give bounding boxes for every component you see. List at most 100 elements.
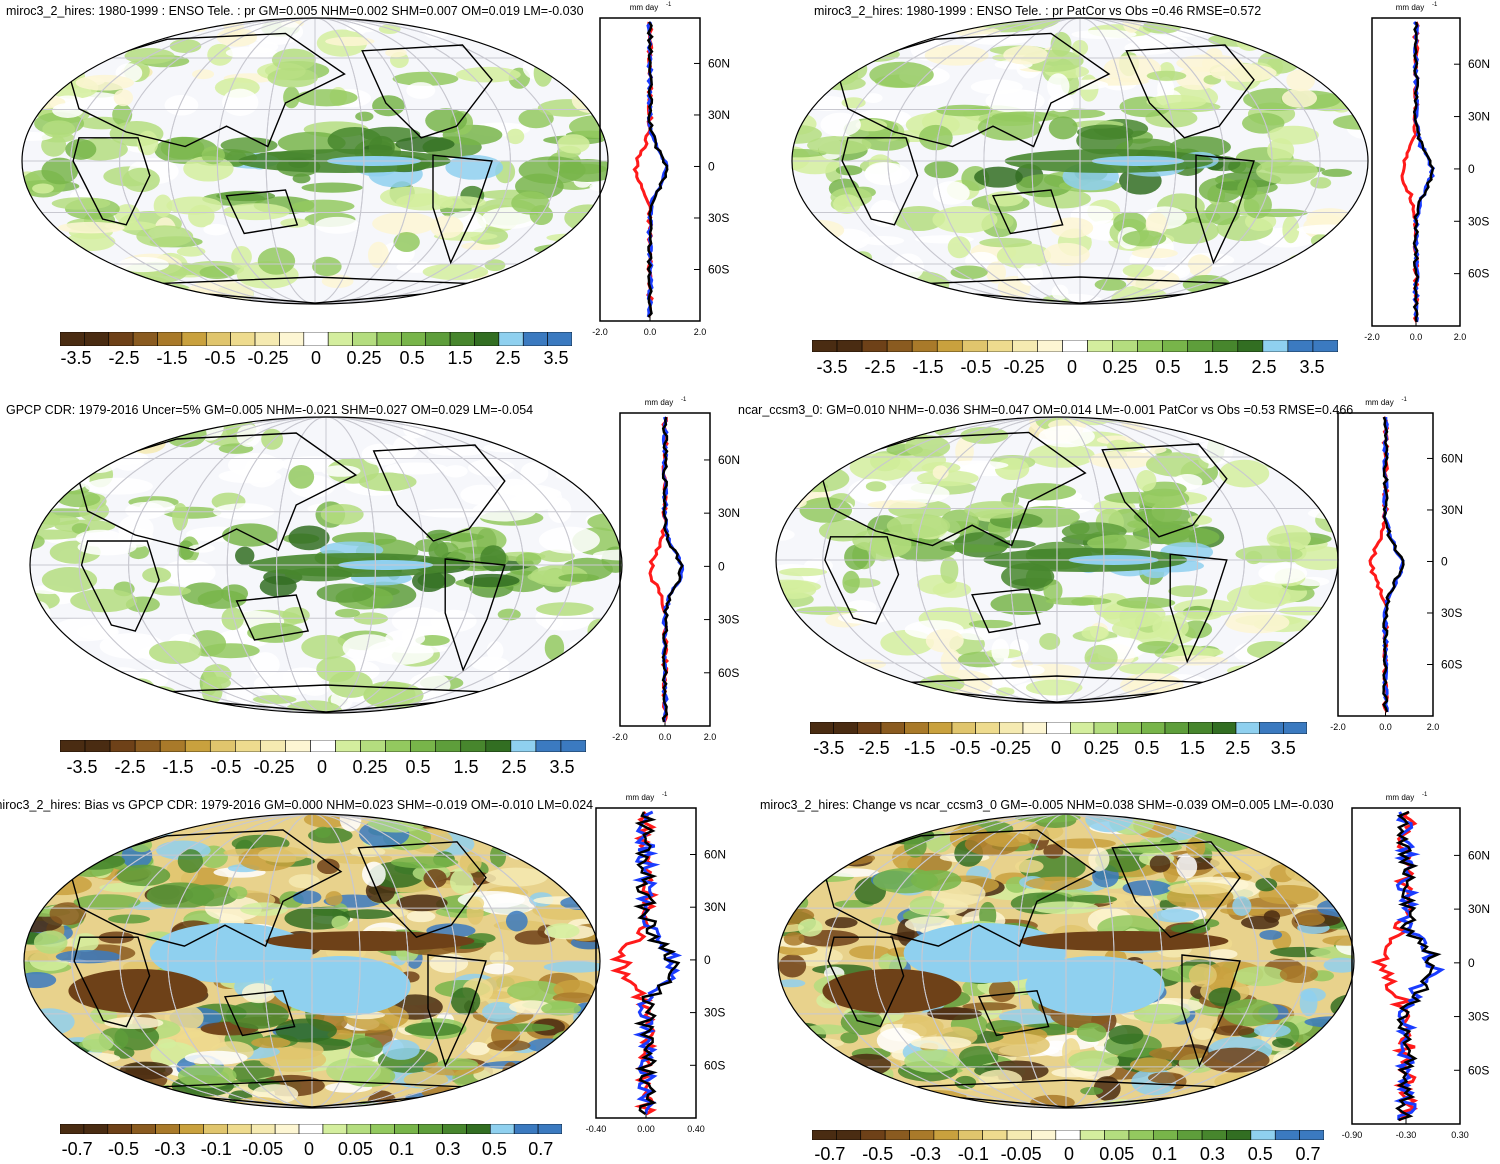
field-blob <box>1272 1038 1294 1048</box>
colorbar-box <box>361 740 386 752</box>
colorbar-tick-label: 0.25 <box>346 757 394 777</box>
field-blob <box>1108 1025 1143 1044</box>
field-blob <box>1256 158 1318 184</box>
field-blob <box>20 54 36 65</box>
colorbar-tick-label: 2.5 <box>1215 738 1260 758</box>
colorbar-box <box>1012 340 1037 352</box>
field-blob <box>28 812 51 837</box>
colorbar-box <box>881 722 905 734</box>
colorbar-tick-label: -2.5 <box>106 757 154 777</box>
field-blob <box>1176 855 1197 879</box>
field-blob <box>1274 276 1323 290</box>
field-blob <box>814 42 839 58</box>
colorbar-tick-label: -0.5 <box>196 348 244 368</box>
field-blob <box>127 678 155 700</box>
field-blob <box>529 686 573 704</box>
colorbar-tick-label: 0.7 <box>518 1139 564 1159</box>
lat-tick-label: 60S <box>708 262 729 276</box>
field-blob <box>22 812 62 831</box>
field-blob <box>852 812 898 822</box>
field-blob <box>1296 864 1338 875</box>
field-blob <box>331 916 348 930</box>
colorbar-tick-label: -1.5 <box>897 738 942 758</box>
x-tick-label: 2.0 <box>704 732 717 742</box>
field-blob <box>785 1038 844 1049</box>
field-blob <box>20 19 60 42</box>
field-blob <box>362 444 402 466</box>
field-blob <box>534 59 553 86</box>
lat-tick-label: 60S <box>1468 1063 1489 1077</box>
field-blob <box>798 919 822 937</box>
field-blob <box>1237 415 1289 425</box>
colorbar-box <box>514 1124 538 1134</box>
colorbar-tick-label: 0.25 <box>1079 738 1124 758</box>
field-blob <box>92 278 130 292</box>
field-blob <box>1252 1074 1285 1089</box>
field-blob <box>1241 686 1262 705</box>
field-blob <box>1021 665 1045 675</box>
field-blob <box>862 236 904 245</box>
field-blob <box>1146 417 1177 426</box>
field-blob <box>28 439 64 461</box>
field-blob <box>202 146 225 164</box>
field-blob <box>485 259 506 271</box>
lat-tick-label: 30N <box>704 900 726 914</box>
field-blob <box>546 234 587 242</box>
x-tick-label: -0.30 <box>1396 1130 1417 1140</box>
colorbar-box <box>1260 722 1284 734</box>
colorbar-tick-label: -3.5 <box>52 348 100 368</box>
field-blob <box>800 450 821 467</box>
field-blob <box>523 1059 577 1070</box>
field-blob <box>776 1095 814 1107</box>
field-blob <box>480 545 506 571</box>
field-blob <box>115 29 171 38</box>
colorbar-tick-label: 3.5 <box>538 757 586 777</box>
field-blob <box>1273 836 1333 863</box>
panel-model-enso: miroc3_2_hires: 1980-1999 : ENSO Tele. :… <box>0 0 750 380</box>
colorbar-box <box>928 722 952 734</box>
field-blob <box>1137 641 1178 654</box>
colorbar-box <box>1189 722 1213 734</box>
field-blob <box>335 609 360 618</box>
field-blob <box>61 286 89 306</box>
field-blob <box>138 814 180 825</box>
field-blob <box>1285 860 1325 881</box>
field-blob <box>391 856 458 868</box>
colorbar-box <box>1275 1130 1299 1140</box>
field-blob <box>65 139 96 160</box>
colorbar-tick-label: -0.5 <box>854 1144 902 1164</box>
field-blob <box>146 417 203 427</box>
field-blob <box>40 653 87 678</box>
field-blob <box>443 465 467 477</box>
field-blob <box>1135 528 1195 537</box>
field-blob <box>1051 217 1094 238</box>
field-blob <box>317 859 340 874</box>
colorbar-tick-label: 0.5 <box>1144 357 1192 377</box>
colorbar-box <box>84 332 108 346</box>
colorbar-tick-label: -2.5 <box>851 738 896 758</box>
colorbar-box <box>499 332 523 346</box>
field-blob <box>1095 278 1127 290</box>
field-blob <box>866 481 887 491</box>
lat-tick-label: 0 <box>1468 162 1475 176</box>
lat-tick-label: 30S <box>718 613 739 627</box>
profile-unit-exponent: -1 <box>681 397 687 403</box>
field-blob <box>774 665 784 681</box>
colorbar-tick-label: -0.3 <box>902 1144 950 1164</box>
colorbar-tick-label: -0.25 <box>988 738 1033 758</box>
colorbar-box <box>1178 1130 1202 1140</box>
field-blob <box>919 125 953 150</box>
colorbar-box <box>310 740 335 752</box>
colorbar-tick-label: -0.5 <box>100 1139 146 1159</box>
lat-tick-label: 30N <box>708 108 730 122</box>
field-blob <box>85 478 153 495</box>
field-blob <box>577 415 601 429</box>
colorbar-tick-label: -1.5 <box>154 757 202 777</box>
colorbar-box <box>180 1124 204 1134</box>
field-blob <box>74 894 141 910</box>
field-blob <box>35 1083 62 1106</box>
field-blob <box>46 44 73 63</box>
colorbar-box <box>109 332 133 346</box>
